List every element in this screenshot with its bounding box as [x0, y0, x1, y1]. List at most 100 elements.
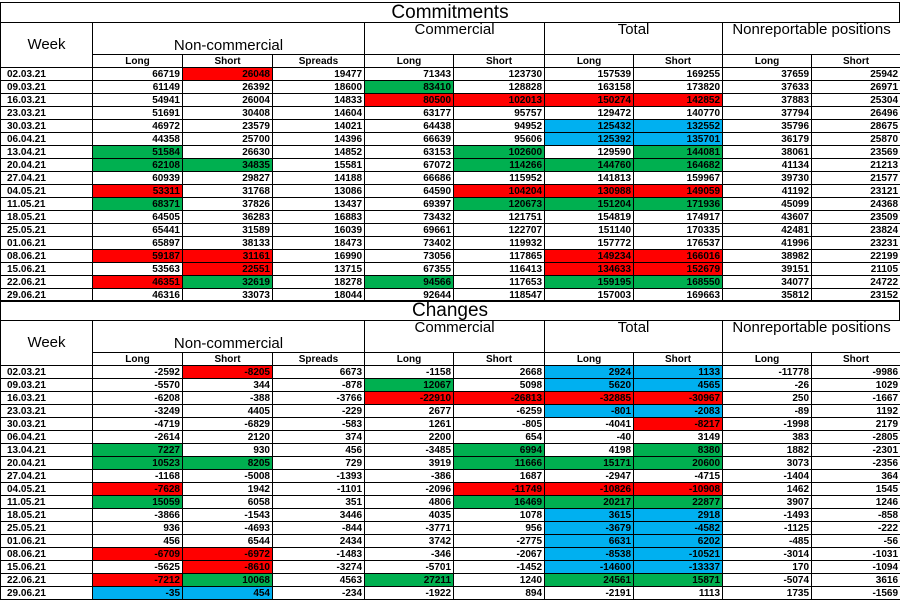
value-cell: 4035 [365, 509, 454, 522]
nonreportable-group-header: Nonreportable positions [723, 23, 900, 55]
value-cell: 24561 [545, 574, 634, 587]
value-cell: -1452 [454, 561, 545, 574]
value-cell: 10068 [183, 574, 273, 587]
value-cell: -56 [812, 535, 900, 548]
value-cell: -2067 [454, 548, 545, 561]
value-cell: 1113 [634, 587, 723, 600]
value-cell: 6631 [545, 535, 634, 548]
value-cell: 22551 [183, 263, 273, 276]
value-cell: 121751 [454, 211, 545, 224]
total-group-header: Total [545, 23, 723, 55]
value-cell: 16990 [273, 250, 365, 263]
value-cell: 15581 [273, 159, 365, 172]
commercial-group-header: Commercial [365, 321, 545, 353]
value-cell: -5701 [365, 561, 454, 574]
value-cell: -26813 [454, 392, 545, 405]
value-cell: -22910 [365, 392, 454, 405]
value-cell: 140770 [634, 107, 723, 120]
column-header: Short [454, 353, 545, 366]
value-cell: 18473 [273, 237, 365, 250]
week-cell: 16.03.21 [1, 94, 93, 107]
value-cell: -5008 [183, 470, 273, 483]
value-cell: -4719 [93, 418, 183, 431]
value-cell: 5620 [545, 379, 634, 392]
value-cell: -4715 [634, 470, 723, 483]
value-cell: 168550 [634, 276, 723, 289]
value-cell: 135701 [634, 133, 723, 146]
value-cell: 2668 [454, 366, 545, 379]
value-cell: 159967 [634, 172, 723, 185]
week-cell: 04.05.21 [1, 185, 93, 198]
value-cell: 1192 [812, 405, 900, 418]
week-cell: 30.03.21 [1, 120, 93, 133]
value-cell: -3766 [273, 392, 365, 405]
value-cell: 63177 [365, 107, 454, 120]
value-cell: 150274 [545, 94, 634, 107]
week-cell: 23.03.21 [1, 405, 93, 418]
value-cell: 43607 [723, 211, 812, 224]
week-cell: 06.04.21 [1, 431, 93, 444]
value-cell: 104204 [454, 185, 545, 198]
value-cell: 170335 [634, 224, 723, 237]
value-cell: 36179 [723, 133, 812, 146]
value-cell: 930 [183, 444, 273, 457]
value-cell: 129590 [545, 146, 634, 159]
table-row: 15.06.21-5625-8610-3274-5701-1452-14600-… [1, 561, 900, 574]
column-header: Short [812, 55, 900, 68]
value-cell: 149234 [545, 250, 634, 263]
value-cell: 3907 [723, 496, 812, 509]
value-cell: 15871 [634, 574, 723, 587]
value-cell: 22199 [812, 250, 900, 263]
value-cell: 10523 [93, 457, 183, 470]
value-cell: -6208 [93, 392, 183, 405]
value-cell: -6829 [183, 418, 273, 431]
value-cell: 4563 [273, 574, 365, 587]
value-cell: 151140 [545, 224, 634, 237]
week-cell: 20.04.21 [1, 159, 93, 172]
week-cell: 23.03.21 [1, 107, 93, 120]
value-cell: 456 [273, 444, 365, 457]
value-cell: 1735 [723, 587, 812, 600]
value-cell: 65897 [93, 237, 183, 250]
value-cell: -30967 [634, 392, 723, 405]
value-cell: 159195 [545, 276, 634, 289]
value-cell: -1125 [723, 522, 812, 535]
value-cell: 4806 [365, 496, 454, 509]
column-header: Long [365, 55, 454, 68]
value-cell: -3679 [545, 522, 634, 535]
value-cell: 1261 [365, 418, 454, 431]
value-cell: 26496 [812, 107, 900, 120]
value-cell: 26048 [183, 68, 273, 81]
value-cell: -583 [273, 418, 365, 431]
week-cell: 01.06.21 [1, 237, 93, 250]
value-cell: 64590 [365, 185, 454, 198]
value-cell: -4693 [183, 522, 273, 535]
value-cell: 115952 [454, 172, 545, 185]
column-header: Spreads [273, 353, 365, 366]
value-cell: 152679 [634, 263, 723, 276]
week-cell: 01.06.21 [1, 535, 93, 548]
value-cell: 37633 [723, 81, 812, 94]
value-cell: 3742 [365, 535, 454, 548]
value-cell: 68371 [93, 198, 183, 211]
value-cell: -2805 [812, 431, 900, 444]
value-cell: 2434 [273, 535, 365, 548]
value-cell: 174917 [634, 211, 723, 224]
value-cell: 120673 [454, 198, 545, 211]
value-cell: 1078 [454, 509, 545, 522]
week-cell: 25.05.21 [1, 224, 93, 237]
value-cell: 102013 [454, 94, 545, 107]
value-cell: -2614 [93, 431, 183, 444]
value-cell: 6544 [183, 535, 273, 548]
value-cell: 73056 [365, 250, 454, 263]
value-cell: 46351 [93, 276, 183, 289]
